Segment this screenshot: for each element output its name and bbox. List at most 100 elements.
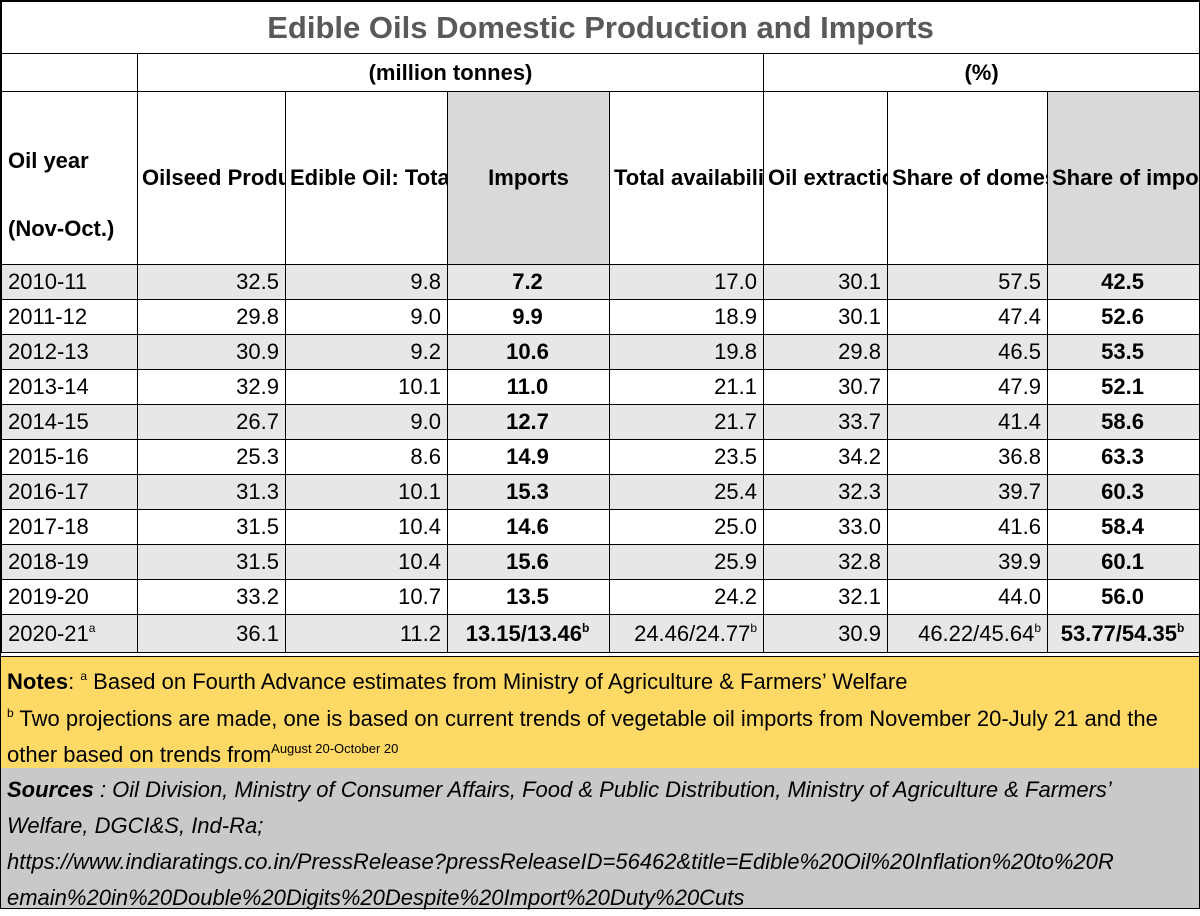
cell-year-text: 2020-21 xyxy=(8,620,89,646)
cell-total: 25.0 xyxy=(609,509,764,545)
cell-imports: 13.15/13.46b xyxy=(447,614,610,653)
sources-text: Sources : Oil Division, Ministry of Cons… xyxy=(7,772,1193,844)
cell-domestic: 10.4 xyxy=(285,509,448,545)
col-header-extraction: Oil extraction from seeds xyxy=(763,91,888,265)
cell-share-imports: 53.5 xyxy=(1046,334,1200,370)
footnote-marker-b: b xyxy=(1034,620,1041,635)
table-row-2016-17: 2016-17 31.3 10.1 15.3 25.4 32.3 39.7 60.3 xyxy=(1,474,1200,510)
cell-share-domestic: 39.7 xyxy=(887,474,1048,510)
cell-total: 21.1 xyxy=(609,369,764,405)
cell-oilseed: 26.7 xyxy=(137,404,286,440)
cell-domestic: 9.8 xyxy=(285,264,448,300)
cell-imports: 14.9 xyxy=(447,439,610,475)
cell-oilseed: 25.3 xyxy=(137,439,286,475)
unit-million-tonnes: (million tonnes) xyxy=(137,53,764,92)
cell-imports: 14.6 xyxy=(447,509,610,545)
cell-year: 2015-16 xyxy=(1,439,138,475)
sources-label: Sources xyxy=(7,777,94,802)
table-row-2014-15: 2014-15 26.7 9.0 12.7 21.7 33.7 41.4 58.6 xyxy=(1,404,1200,440)
sources-url-line-1[interactable]: https://www.indiaratings.co.in/PressRele… xyxy=(7,849,1114,874)
cell-total: 25.9 xyxy=(609,544,764,580)
cell-share-imports: 42.5 xyxy=(1046,264,1200,300)
cell-extraction: 34.2 xyxy=(763,439,888,475)
cell-share-imports: 63.3 xyxy=(1046,439,1200,475)
col-header-total: Total availability: edible oils xyxy=(609,91,764,265)
cell-oilseed: 36.1 xyxy=(137,614,286,653)
cell-imports-text: 13.15/13.46 xyxy=(465,620,582,646)
cell-share-imports: 60.3 xyxy=(1046,474,1200,510)
table-row-2017-18: 2017-18 31.5 10.4 14.6 25.0 33.0 41.6 58.4 xyxy=(1,509,1200,545)
cell-year: 2019-20 xyxy=(1,579,138,615)
cell-share-domestic: 46.22/45.64b xyxy=(887,614,1048,653)
cell-imports: 15.6 xyxy=(447,544,610,580)
table-row-2015-16: 2015-16 25.3 8.6 14.9 23.5 34.2 36.8 63.3 xyxy=(1,439,1200,475)
cell-oilseed: 31.5 xyxy=(137,544,286,580)
page-title: Edible Oils Domestic Production and Impo… xyxy=(0,1,1200,54)
cell-share-domestic: 57.5 xyxy=(887,264,1048,300)
unit-percent: (%) xyxy=(762,53,1200,92)
table-row-2018-19: 2018-19 31.5 10.4 15.6 25.9 32.8 39.9 60.1 xyxy=(1,544,1200,580)
sources-url-line-2[interactable]: emain%20in%20Double%20Digits%20Despite%2… xyxy=(7,885,745,910)
note-a: Notes: a Based on Fourth Advance estimat… xyxy=(7,669,908,694)
table-row-2010-11: 2010-11 32.5 9.8 7.2 17.0 30.1 57.5 42.5 xyxy=(1,264,1200,300)
col-header-domestic: Edible Oil: Total domestic net availabil… xyxy=(285,91,448,265)
cell-extraction: 30.7 xyxy=(763,369,888,405)
cell-imports: 13.5 xyxy=(447,579,610,615)
cell-share-domestic: 41.4 xyxy=(887,404,1048,440)
cell-domestic: 9.0 xyxy=(285,299,448,335)
cell-imports: 9.9 xyxy=(447,299,610,335)
cell-total-text: 24.46/24.77 xyxy=(634,620,751,646)
col-header-year-sub: (Nov-Oct.) xyxy=(8,216,115,241)
cell-share-domestic: 44.0 xyxy=(887,579,1048,615)
note-a-marker: a xyxy=(80,669,88,683)
cell-domestic: 10.4 xyxy=(285,544,448,580)
cell-imports: 12.7 xyxy=(447,404,610,440)
col-header-share-domestic: Share of domestic supply xyxy=(887,91,1048,265)
note-a-text: Based on Fourth Advance estimates from M… xyxy=(87,669,908,694)
cell-total: 24.2 xyxy=(609,579,764,615)
note-b-marker: b xyxy=(7,706,14,720)
cell-extraction: 33.7 xyxy=(763,404,888,440)
table-body: 2010-11 32.5 9.8 7.2 17.0 30.1 57.5 42.5 2011-12… xyxy=(1,264,1200,615)
cell-total: 19.8 xyxy=(609,334,764,370)
cell-extraction: 29.8 xyxy=(763,334,888,370)
cell-extraction: 32.8 xyxy=(763,544,888,580)
sources-body: : Oil Division, Ministry of Consumer Aff… xyxy=(7,777,1111,838)
cell-year: 2013-14 xyxy=(1,369,138,405)
cell-year: 2020-21a xyxy=(1,614,138,653)
cell-total: 18.9 xyxy=(609,299,764,335)
cell-year: 2014-15 xyxy=(1,404,138,440)
cell-extraction: 33.0 xyxy=(763,509,888,545)
cell-share-domestic: 47.4 xyxy=(887,299,1048,335)
cell-share-imports: 52.1 xyxy=(1046,369,1200,405)
cell-total: 23.5 xyxy=(609,439,764,475)
note-b-text: Two projections are made, one is based o… xyxy=(7,706,1158,767)
cell-share-domestic: 47.9 xyxy=(887,369,1048,405)
cell-extraction: 30.1 xyxy=(763,299,888,335)
cell-domestic: 10.7 xyxy=(285,579,448,615)
cell-share-domestic: 46.5 xyxy=(887,334,1048,370)
cell-domestic: 10.1 xyxy=(285,474,448,510)
cell-share-imports: 52.6 xyxy=(1046,299,1200,335)
cell-year: 2010-11 xyxy=(1,264,138,300)
cell-share-imports: 58.6 xyxy=(1046,404,1200,440)
cell-year: 2017-18 xyxy=(1,509,138,545)
cell-share-imports: 58.4 xyxy=(1046,509,1200,545)
cell-extraction: 30.1 xyxy=(763,264,888,300)
cell-oilseed: 32.9 xyxy=(137,369,286,405)
unit-spacer xyxy=(1,53,138,92)
cell-oilseed: 29.8 xyxy=(137,299,286,335)
cell-share-imports-text: 53.77/54.35 xyxy=(1060,620,1177,646)
cell-imports: 15.3 xyxy=(447,474,610,510)
cell-year: 2011-12 xyxy=(1,299,138,335)
cell-share-domestic: 41.6 xyxy=(887,509,1048,545)
cell-share-domestic: 39.9 xyxy=(887,544,1048,580)
cell-extraction: 32.1 xyxy=(763,579,888,615)
table-row-2019-20: 2019-20 33.2 10.7 13.5 24.2 32.1 44.0 56.0 xyxy=(1,579,1200,615)
col-header-year: Oil year (Nov-Oct.) xyxy=(1,91,138,265)
col-header-imports: Imports xyxy=(447,91,610,265)
cell-extraction: 32.3 xyxy=(763,474,888,510)
cell-share-imports: 56.0 xyxy=(1046,579,1200,615)
cell-share-imports: 53.77/54.35b xyxy=(1046,614,1200,653)
